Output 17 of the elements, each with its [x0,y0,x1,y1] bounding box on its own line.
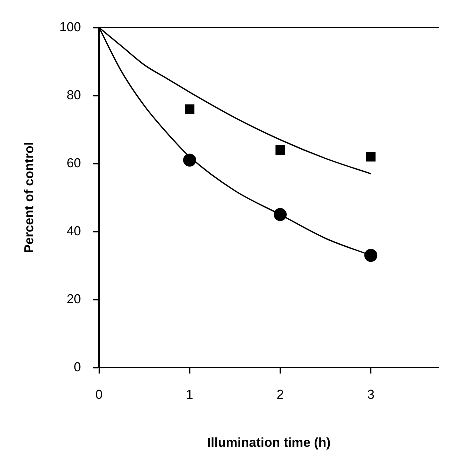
point [183,154,196,167]
y-tick-label: 80 [66,87,82,102]
y-axis-title: Percent of control [21,142,36,254]
x-tick-label: 3 [367,387,375,402]
x-tick-label: 1 [186,387,194,402]
y-tick-label: 60 [66,155,82,170]
x-tick-label: 0 [96,387,103,402]
point [276,145,286,155]
y-tick-label: 20 [66,291,82,306]
point [366,152,376,162]
x-tick-label: 2 [276,387,284,402]
point [185,104,195,114]
x-axis-title: Illumination time (h) [207,434,331,450]
point [364,249,378,262]
y-tick-label: 0 [74,359,82,374]
y-tick-label: 100 [60,19,82,34]
y-tick-label: 40 [66,223,82,238]
